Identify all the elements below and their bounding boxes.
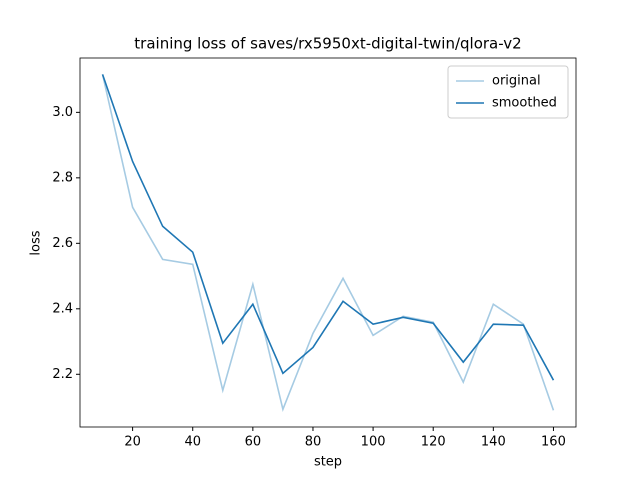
y-tick-label: 2.8 xyxy=(52,170,73,185)
x-tick-label: 20 xyxy=(124,435,141,450)
legend-box xyxy=(447,65,569,119)
line xyxy=(101,74,555,381)
legend-label: original xyxy=(492,74,541,89)
x-tick-label: 140 xyxy=(481,435,506,450)
chart-title: training loss of saves/rx5950xt-digital-… xyxy=(134,35,521,53)
x-tick-label: 80 xyxy=(305,435,322,450)
y-tick-label: 2.4 xyxy=(52,301,73,316)
line xyxy=(101,74,555,412)
y-tick-label: 3.0 xyxy=(52,105,73,120)
x-tick-label: 160 xyxy=(541,435,566,450)
x-tick-label: 40 xyxy=(184,435,201,450)
x-tick-label: 120 xyxy=(421,435,446,450)
legend-label: smoothed xyxy=(492,96,557,111)
x-tick-label: 60 xyxy=(245,435,262,450)
x-axis-label: step xyxy=(314,455,342,470)
plot-frame xyxy=(79,57,577,428)
y-axis-label: loss xyxy=(29,230,44,255)
y-tick-label: 2.2 xyxy=(52,367,73,382)
x-tick-label: 100 xyxy=(361,435,386,450)
y-tick-label: 2.6 xyxy=(52,236,73,251)
